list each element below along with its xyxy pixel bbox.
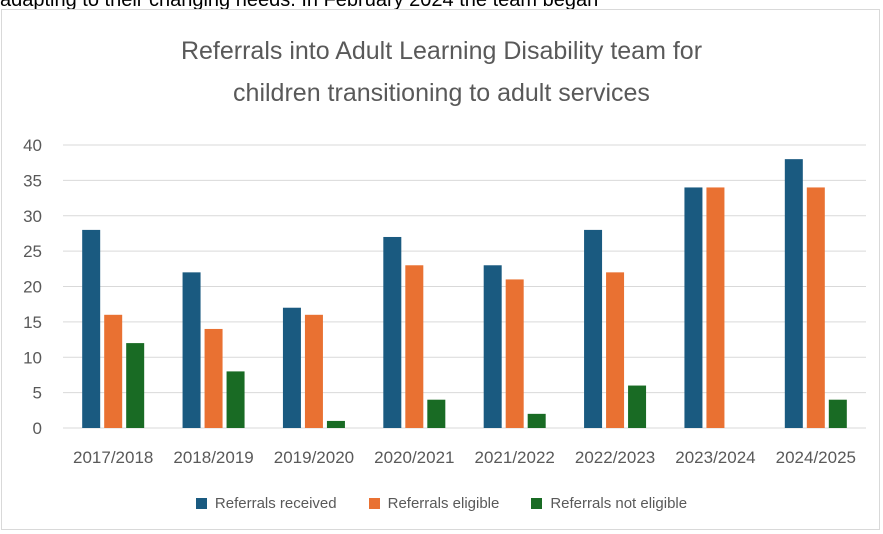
y-tick-label: 30 bbox=[23, 207, 42, 226]
bar bbox=[204, 328, 223, 428]
bar bbox=[427, 399, 446, 428]
y-tick-label: 35 bbox=[23, 171, 42, 190]
bar bbox=[383, 236, 402, 428]
y-tick-label: 20 bbox=[23, 278, 42, 297]
y-tick-label: 0 bbox=[33, 419, 42, 438]
bar bbox=[606, 272, 625, 428]
bar bbox=[304, 314, 323, 428]
legend-label-not-eligible: Referrals not eligible bbox=[550, 495, 688, 512]
x-tick-label: 2020/2021 bbox=[374, 448, 454, 467]
bar bbox=[628, 385, 647, 428]
legend-item-received: Referrals received bbox=[195, 495, 337, 512]
legend-label-received: Referrals received bbox=[214, 495, 337, 512]
x-tick-label: 2024/2025 bbox=[776, 448, 856, 467]
bar bbox=[828, 399, 847, 428]
x-tick-label: 2023/2024 bbox=[675, 448, 755, 467]
bar bbox=[483, 265, 502, 428]
bar bbox=[182, 272, 201, 428]
y-tick-label: 5 bbox=[33, 384, 42, 403]
x-tick-label: 2019/2020 bbox=[274, 448, 354, 467]
bar bbox=[326, 420, 345, 428]
background-document-text: adapting to their changing needs. In Feb… bbox=[0, 0, 599, 11]
bar bbox=[282, 307, 301, 428]
legend-swatch-not-eligible bbox=[531, 498, 543, 509]
bar bbox=[806, 187, 825, 428]
x-tick-label: 2021/2022 bbox=[475, 448, 555, 467]
legend-item-eligible: Referrals eligible bbox=[368, 495, 500, 512]
bar bbox=[584, 229, 603, 428]
chart-legend: Referrals received Referrals eligible Re… bbox=[0, 495, 883, 512]
bar bbox=[706, 187, 725, 428]
bar bbox=[226, 371, 245, 428]
bar bbox=[126, 343, 145, 428]
legend-swatch-received bbox=[195, 498, 207, 509]
chart-frame bbox=[1, 9, 880, 530]
x-tick-label: 2017/2018 bbox=[73, 448, 153, 467]
y-tick-label: 10 bbox=[23, 348, 42, 367]
x-tick-label: 2018/2019 bbox=[173, 448, 253, 467]
bar bbox=[784, 159, 803, 428]
bar bbox=[104, 314, 123, 428]
y-tick-label: 40 bbox=[23, 136, 42, 155]
y-tick-label: 15 bbox=[23, 313, 42, 332]
bar bbox=[82, 229, 101, 428]
bar bbox=[505, 279, 524, 428]
bar bbox=[527, 413, 546, 428]
chart-title-line-1: Referrals into Adult Learning Disability… bbox=[180, 37, 703, 65]
x-tick-label: 2022/2023 bbox=[575, 448, 655, 467]
legend-item-not-eligible: Referrals not eligible bbox=[531, 495, 687, 512]
chart-title-line-2: children transitioning to adult services bbox=[233, 79, 650, 107]
legend-label-eligible: Referrals eligible bbox=[387, 495, 500, 512]
y-tick-label: 25 bbox=[23, 242, 42, 261]
bar bbox=[684, 187, 703, 428]
legend-swatch-eligible bbox=[368, 498, 380, 509]
bar bbox=[405, 265, 424, 428]
